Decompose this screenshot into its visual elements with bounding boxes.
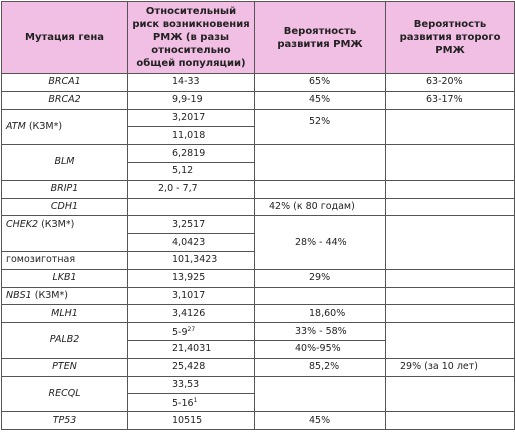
prob: 40%-95%: [254, 339, 386, 359]
empty-cell: [127, 197, 255, 217]
header-cell: Вероятность развития второго РМЖ: [385, 1, 515, 74]
risk: 4,0423: [127, 233, 255, 252]
gene: LKB1: [1, 268, 128, 288]
risk: 10515: [127, 411, 255, 430]
risk: 25,428: [127, 357, 255, 377]
table-row: TP53 10515 45%: [1, 411, 515, 430]
empty-cell: [254, 286, 386, 306]
risk: 5-16: [172, 398, 194, 410]
table-row: PALB2 5-927 33% - 58%: [1, 322, 515, 359]
table-row: CHEK2 (КЗМ*) 3,2517 28% - 44%: [1, 215, 515, 270]
footnote: 27: [187, 325, 196, 333]
second: 63-20%: [385, 73, 515, 92]
risk: 33,53: [127, 375, 255, 395]
empty-cell: [385, 144, 515, 181]
empty-cell: [385, 411, 515, 430]
gene: PTEN: [1, 357, 128, 377]
header-row: Мутация гена Относительный риск возникно…: [1, 1, 515, 74]
table-row: MLH1 3,4126 18,60%: [1, 304, 515, 324]
table-row: RECQL 33,53: [1, 375, 515, 413]
prob: 33% - 58%: [254, 322, 386, 341]
risk: 21,4031: [127, 339, 255, 359]
empty-cell: [254, 179, 386, 199]
prob: 18,60%: [254, 304, 386, 324]
gene-cell: ATM (КЗМ*): [1, 108, 128, 146]
empty-cell: [385, 322, 515, 359]
risk: 14-33: [127, 73, 255, 92]
prob: 45%: [254, 90, 386, 110]
note: (КЗМ*): [34, 289, 68, 301]
empty-cell: [385, 108, 515, 146]
gene: TP53: [1, 411, 128, 430]
risk: 11,018: [127, 126, 255, 146]
table-row: BRCA1 14-33 65% 63-20%: [1, 73, 515, 92]
prob: 85,2%: [254, 357, 386, 377]
empty-cell: [385, 268, 515, 288]
empty-cell: [385, 304, 515, 324]
table-row: LKB1 13,925 29%: [1, 268, 515, 288]
prob: 45%: [254, 411, 386, 430]
prob: 28% - 44%: [254, 215, 386, 270]
gene: ATM: [6, 120, 26, 132]
header-cell: Вероятность развития РМЖ: [254, 1, 386, 74]
table-row: NBS1 (КЗМ*) 3,1017: [1, 286, 515, 306]
header-cell: Относительный риск возникновения РМЖ (в …: [127, 1, 255, 74]
table-row: PTEN 25,428 85,2% 29% (за 10 лет): [1, 357, 515, 377]
empty-cell: [385, 375, 515, 413]
empty-cell: [254, 144, 386, 181]
gene: CDH1: [1, 197, 128, 217]
risk: 3,2017: [127, 108, 255, 128]
table-row: BLM 6,2819: [1, 144, 515, 181]
empty-cell: [385, 197, 515, 217]
empty-cell: [385, 286, 515, 306]
risk: 3,1017: [127, 286, 255, 306]
prob: 65%: [254, 73, 386, 92]
second: 29% (за 10 лет): [385, 357, 515, 377]
risk: 101,3423: [127, 250, 255, 270]
prob: 29%: [254, 268, 386, 288]
gene: MLH1: [1, 304, 128, 324]
risk-cell: 5-161: [127, 393, 255, 413]
gene: PALB2: [1, 322, 128, 359]
note: (КЗМ*): [28, 120, 63, 132]
note: (КЗМ*): [41, 219, 75, 231]
footnote: 1: [193, 397, 198, 405]
gene: BRIP1: [1, 179, 128, 199]
header-cell: Мутация гена: [1, 1, 128, 74]
risk-cell: 5-927: [127, 322, 255, 341]
gene-cell: NBS1 (КЗМ*): [1, 286, 128, 306]
table-row: BRCA2 9,9-19 45% 63-17%: [1, 90, 515, 110]
risk: 5-9: [172, 327, 188, 339]
table-row: CDH1 42% (к 80 годам): [1, 197, 515, 217]
table-row: BRIP1 2,0 - 7,7: [1, 179, 515, 199]
risk: 9,9-19: [127, 90, 255, 110]
empty-cell: [385, 179, 515, 199]
risk: 13,925: [127, 268, 255, 288]
table-row: ATM (КЗМ*) 3,2017 52%: [1, 108, 515, 146]
risk: 6,2819: [127, 144, 255, 163]
empty-cell: [385, 215, 515, 270]
empty-cell: [254, 375, 386, 413]
gene-cell: CHEK2 (КЗМ*): [1, 215, 128, 252]
gene: BLM: [1, 144, 128, 181]
gene: CHEK2: [6, 219, 39, 231]
risk: 3,4126: [127, 304, 255, 324]
gene: BRCA2: [1, 90, 128, 110]
homozygous-label: гомозиготная: [1, 250, 128, 270]
table-row: гомозиготная 101,3423: [1, 250, 515, 270]
gene: RECQL: [1, 375, 128, 413]
risk: 5,12: [127, 161, 255, 181]
risk: 2,0 - 7,7: [127, 179, 255, 199]
second: 63-17%: [385, 90, 515, 110]
gene: BRCA1: [1, 73, 128, 92]
risk: 3,2517: [127, 215, 255, 235]
prob: 42% (к 80 годам): [254, 197, 386, 217]
prob: 52%: [254, 108, 386, 146]
gene: NBS1: [6, 289, 32, 301]
